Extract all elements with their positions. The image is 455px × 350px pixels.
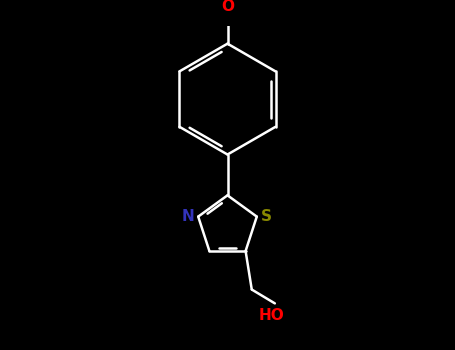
Text: HO: HO [258, 308, 284, 323]
Text: S: S [261, 209, 272, 224]
Text: N: N [182, 209, 194, 224]
Text: O: O [221, 0, 234, 14]
